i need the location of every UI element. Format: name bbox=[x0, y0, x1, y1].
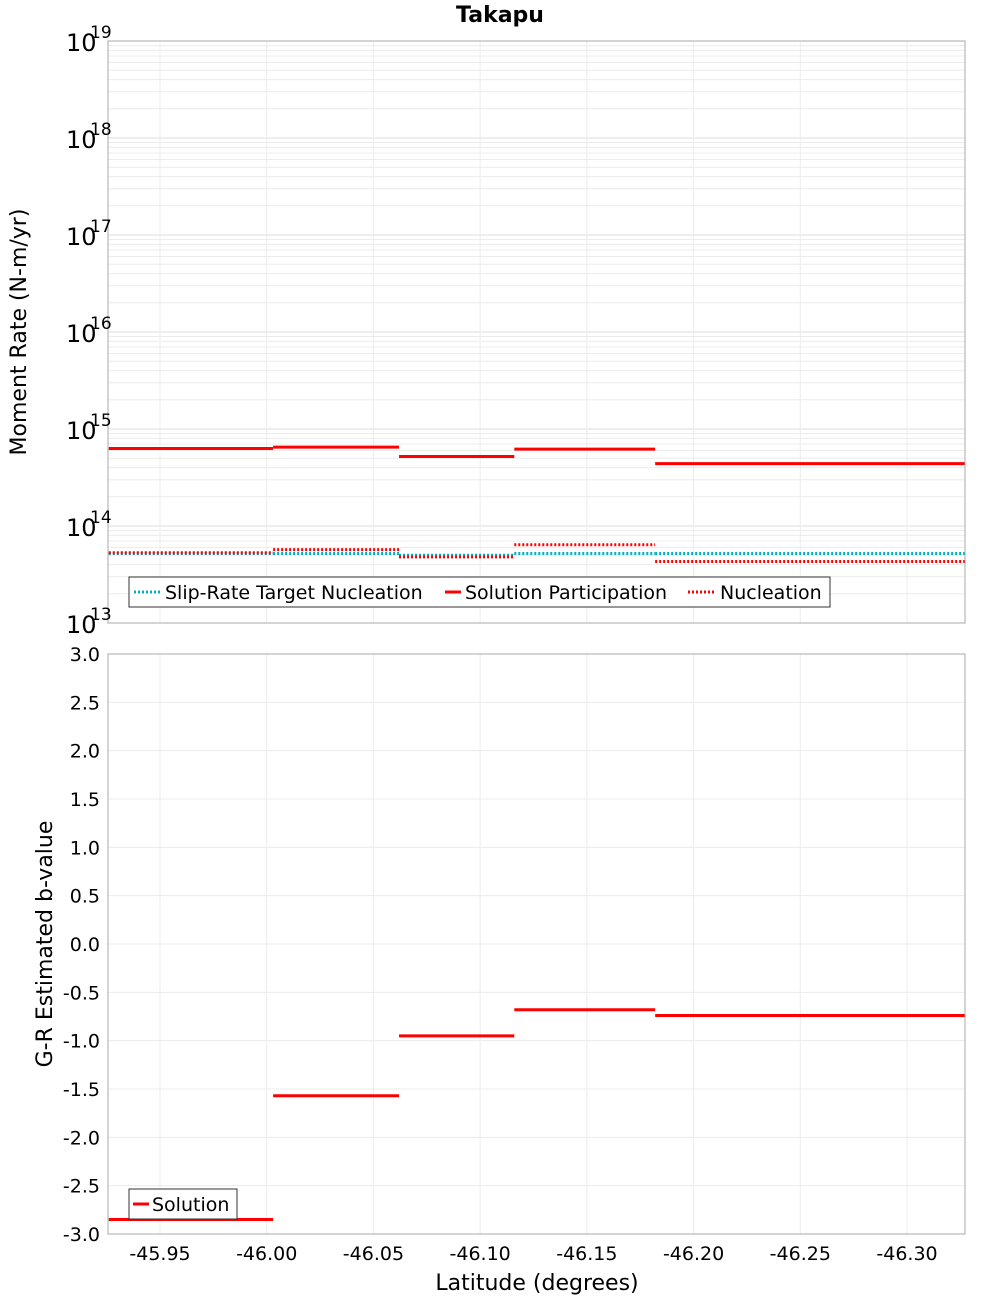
svg-text:13: 13 bbox=[90, 605, 112, 625]
x-tick-label: -46.25 bbox=[770, 1243, 831, 1265]
legend-label-target: Slip-Rate Target Nucleation bbox=[165, 582, 423, 604]
x-tick-label: -46.05 bbox=[343, 1243, 404, 1265]
bottom-grid bbox=[108, 653, 965, 1235]
x-axis-label: Latitude (degrees) bbox=[435, 1271, 638, 1296]
svg-text:10: 10 bbox=[66, 611, 97, 639]
top-grid bbox=[108, 41, 965, 624]
x-tick-label: -45.95 bbox=[129, 1243, 190, 1265]
x-tick-label: -46.10 bbox=[450, 1243, 511, 1265]
x-tick-label: -46.30 bbox=[876, 1243, 937, 1265]
y-tick-label: 2.0 bbox=[70, 741, 100, 763]
y-tick-label: -0.5 bbox=[63, 982, 100, 1004]
bottom-series bbox=[108, 1008, 965, 1221]
svg-text:10: 10 bbox=[66, 223, 97, 251]
top-legend: Slip-Rate Target Nucleation Solution Par… bbox=[128, 576, 831, 608]
x-tick-label: -46.00 bbox=[236, 1243, 297, 1265]
svg-text:10: 10 bbox=[66, 514, 97, 542]
top-y-axis-label: Moment Rate (N-m/yr) bbox=[7, 209, 32, 456]
y-tick-label: 0.5 bbox=[70, 886, 100, 908]
y-tick-label: 0.0 bbox=[70, 934, 100, 956]
y-tick-label: 2.5 bbox=[70, 692, 100, 714]
svg-text:10: 10 bbox=[66, 417, 97, 445]
top-plot-frame bbox=[107, 40, 966, 624]
chart-title: Takapu bbox=[456, 3, 544, 28]
svg-text:18: 18 bbox=[90, 120, 112, 140]
svg-text:10: 10 bbox=[66, 29, 97, 57]
bottom-plot-frame bbox=[107, 653, 966, 1235]
svg-text:10: 10 bbox=[66, 320, 97, 348]
top-series bbox=[108, 445, 965, 564]
svg-text:16: 16 bbox=[90, 314, 112, 334]
svg-text:15: 15 bbox=[90, 411, 112, 431]
bottom-y-tick-labels: 3.0 2.5 2.0 1.5 1.0 0.5 0.0 -0.5 -1.0 -1.5 -2.0 -2.… bbox=[63, 644, 100, 1246]
legend-label-solution-participation: Solution Participation bbox=[465, 582, 667, 604]
y-tick-label: -1.5 bbox=[63, 1079, 100, 1101]
y-tick-label: -2.0 bbox=[63, 1127, 100, 1149]
svg-text:19: 19 bbox=[90, 23, 112, 43]
legend-label-nucleation: Nucleation bbox=[720, 582, 822, 604]
bottom-y-axis-label: G-R Estimated b-value bbox=[33, 821, 58, 1068]
y-tick-label: 1.5 bbox=[70, 789, 100, 811]
y-tick-label: -1.0 bbox=[63, 1031, 100, 1053]
x-tick-label: -46.15 bbox=[556, 1243, 617, 1265]
y-tick-label: 3.0 bbox=[70, 644, 100, 666]
x-tick-label: -46.20 bbox=[663, 1243, 724, 1265]
svg-text:14: 14 bbox=[90, 508, 112, 528]
svg-text:10: 10 bbox=[66, 126, 97, 154]
bottom-legend: Solution bbox=[128, 1188, 238, 1220]
y-tick-label: 1.0 bbox=[70, 837, 100, 859]
legend-label-solution: Solution bbox=[152, 1194, 229, 1216]
y-tick-label: -3.0 bbox=[63, 1224, 100, 1246]
bottom-panel: 3.0 2.5 2.0 1.5 1.0 0.5 0.0 -0.5 -1.0 -1.5 -2.0 -2.… bbox=[33, 644, 966, 1296]
svg-text:17: 17 bbox=[90, 217, 112, 237]
x-tick-labels: -45.95 -46.00 -46.05 -46.10 -46.15 -46.20 -46.… bbox=[129, 1243, 937, 1265]
y-tick-label: -2.5 bbox=[63, 1176, 100, 1198]
